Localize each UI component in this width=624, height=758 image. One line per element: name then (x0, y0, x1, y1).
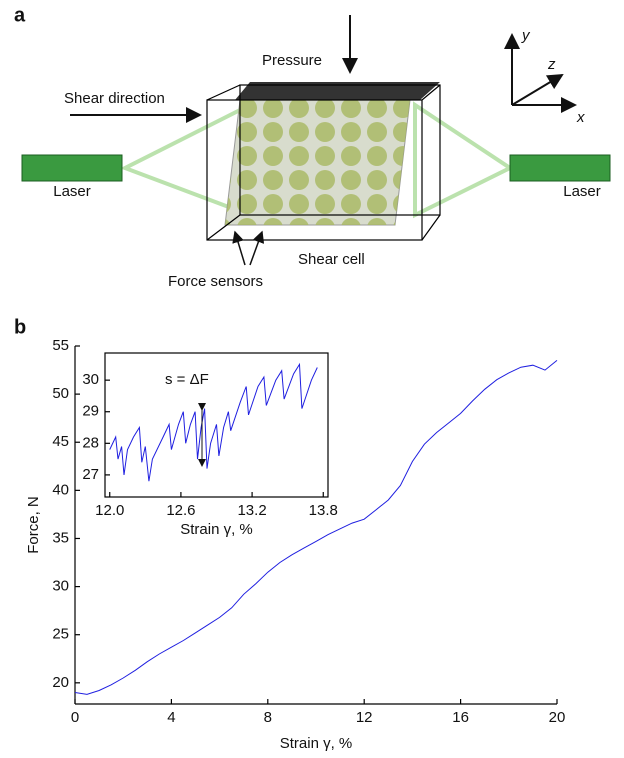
label: y (521, 27, 531, 44)
label: Pressure (262, 52, 322, 69)
x-axis-label: Strain γ, % (180, 521, 253, 538)
y-tick-label: 25 (52, 626, 69, 643)
y-tick-label: 30 (52, 578, 69, 595)
arrow (249, 230, 265, 266)
x-tick-label: 13.2 (237, 502, 266, 519)
x-axis-label: Strain γ, % (280, 735, 353, 752)
main-chart: 20 25 30 35 40 45 50 55 0 4 8 12 16 20 Strain γ, % Forc… (25, 337, 565, 752)
x-tick-label: 0 (71, 709, 79, 726)
panel-label: b (14, 316, 26, 338)
x-tick-label: 4 (167, 709, 175, 726)
annotation: s = ΔF (165, 371, 209, 388)
x-tick-label: 12.6 (166, 502, 195, 519)
y-tick-label: 35 (52, 529, 69, 546)
data-line (109, 362, 318, 482)
arrow (232, 230, 246, 266)
y-axis-label: Force, N (25, 496, 42, 554)
y-tick-label: 30 (82, 371, 99, 388)
inset-chart: 27 28 29 30 12.0 12.6 13.2 13.8 Strain γ, % s = Δ… (82, 362, 338, 538)
y-tick-label: 55 (52, 337, 69, 354)
y-tick-label: 40 (52, 481, 69, 498)
inset-frame (104, 352, 329, 498)
y-tick-label: 27 (82, 466, 99, 483)
label: z (547, 56, 556, 73)
x-tick-label: 16 (452, 709, 469, 726)
label: Shear direction (64, 90, 165, 107)
x-tick-label: 12 (356, 709, 373, 726)
label: Laser (53, 183, 91, 200)
label: Laser (563, 183, 601, 200)
y-tick-label: 45 (52, 433, 69, 450)
label: x (576, 109, 585, 126)
laser (21, 154, 123, 182)
y-tick-label: 20 (52, 674, 69, 691)
axes-glyph (504, 33, 577, 113)
x-tick-label: 13.8 (309, 502, 338, 519)
label: Force sensors (168, 273, 263, 290)
x-tick-label: 12.0 (95, 502, 124, 519)
label: Shear cell (298, 251, 365, 268)
laser (509, 154, 611, 182)
y-tick-label: 29 (82, 403, 99, 420)
data-line (74, 360, 558, 695)
x-tick-label: 20 (549, 709, 566, 726)
panel-label: a (14, 4, 26, 26)
y-tick-label: 28 (82, 434, 99, 451)
y-tick-label: 50 (52, 385, 69, 402)
shear-cell (206, 82, 441, 241)
x-tick-label: 8 (264, 709, 272, 726)
